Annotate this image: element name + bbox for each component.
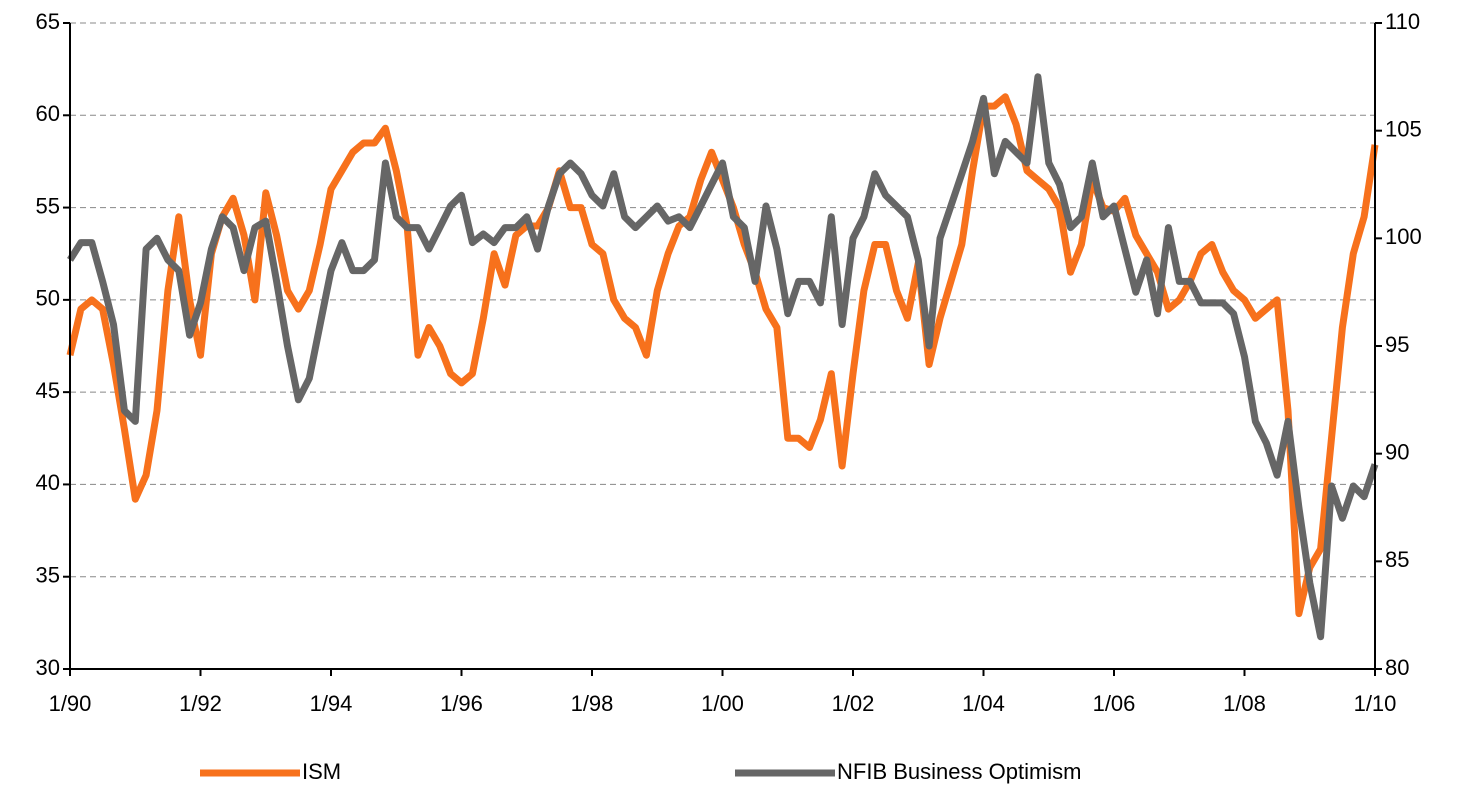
y-tick-label: 40: [36, 470, 60, 495]
y2-tick-label: 95: [1385, 332, 1409, 357]
x-tick-label: 1/06: [1093, 691, 1136, 716]
y2-tick-label: 100: [1385, 224, 1422, 249]
y2-tick-label: 105: [1385, 116, 1422, 141]
y2-tick-label: 80: [1385, 655, 1409, 680]
y-tick-label: 65: [36, 9, 60, 34]
y-tick-label: 30: [36, 655, 60, 680]
y-tick-label: 50: [36, 286, 60, 311]
x-tick-label: 1/98: [571, 691, 614, 716]
x-tick-label: 1/02: [832, 691, 875, 716]
y-tick-label: 45: [36, 378, 60, 403]
legend-label: NFIB Business Optimism: [837, 759, 1082, 784]
y-tick-label: 55: [36, 193, 60, 218]
x-tick-label: 1/10: [1354, 691, 1397, 716]
series-line: [67, 73, 1379, 641]
y2-tick-label: 85: [1385, 547, 1409, 572]
y-tick-label: 60: [36, 101, 60, 126]
x-tick-label: 1/94: [310, 691, 353, 716]
y2-tick-label: 110: [1385, 9, 1420, 34]
x-tick-label: 1/92: [179, 691, 222, 716]
legend-label: ISM: [302, 759, 341, 784]
y2-tick-label: 90: [1385, 439, 1409, 464]
x-tick-label: 1/00: [701, 691, 744, 716]
y-tick-label: 35: [36, 563, 60, 588]
x-tick-label: 1/04: [962, 691, 1005, 716]
x-tick-label: 1/08: [1223, 691, 1266, 716]
x-tick-label: 1/96: [440, 691, 483, 716]
x-tick-label: 1/90: [49, 691, 92, 716]
